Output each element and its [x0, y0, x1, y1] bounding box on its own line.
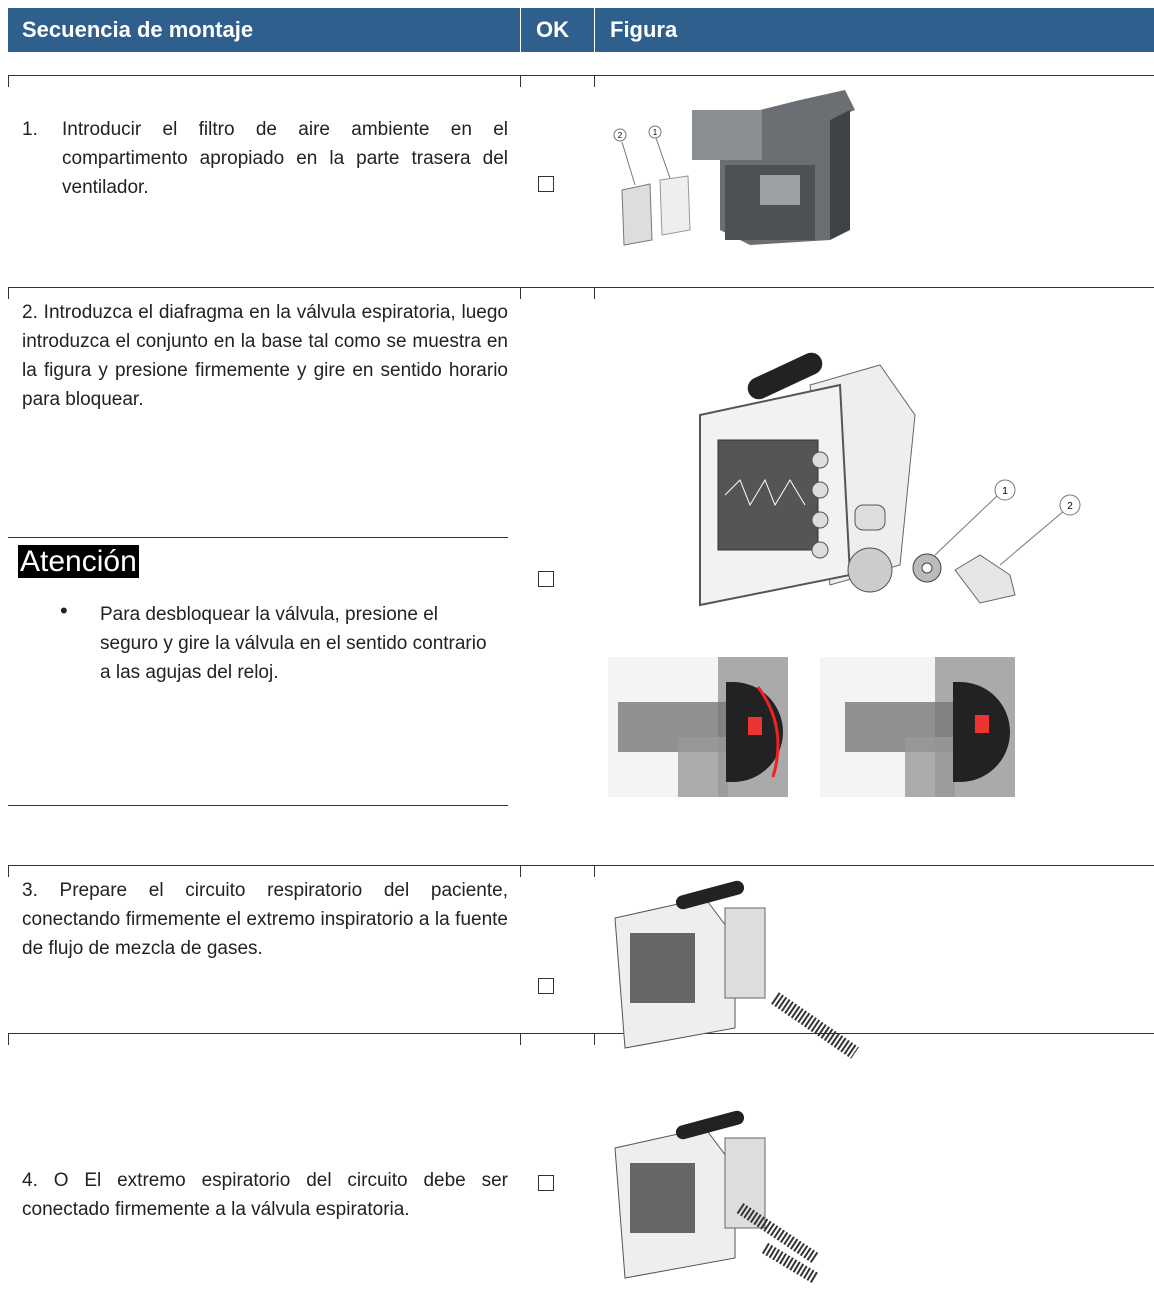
row-rule	[8, 75, 1154, 76]
row-text: 3. Prepare el circuito respiratorio del …	[22, 880, 508, 959]
checkbox[interactable]	[538, 571, 554, 587]
rule-tick	[520, 865, 521, 877]
row-rule	[8, 287, 1154, 288]
header-figure: Figura	[610, 17, 678, 42]
callout: 1	[1002, 486, 1008, 497]
rule-tick	[8, 865, 9, 877]
divider	[8, 537, 508, 538]
header-sequence: Secuencia de montaje	[22, 17, 254, 42]
header-ok: OK	[536, 17, 569, 42]
row-text: Introducir el filtro de aire ambiente en…	[62, 119, 508, 198]
divider	[8, 805, 508, 806]
rule-tick	[8, 287, 9, 299]
rule-tick	[594, 865, 595, 877]
callout: 1	[653, 128, 658, 137]
figure-unlock	[608, 657, 788, 797]
rule-tick	[520, 287, 521, 299]
bullet: •	[60, 598, 68, 623]
figure-filter: 2 1	[613, 90, 855, 246]
table-header: Secuencia de montaje OK Figura	[8, 8, 1154, 52]
checkbox[interactable]	[538, 1175, 554, 1191]
row-rule	[8, 1033, 1154, 1034]
row-text: 4. O El extremo espiratorio del circuito…	[22, 1170, 508, 1220]
row-number: 1.	[22, 119, 38, 140]
rule-tick	[8, 75, 9, 87]
rule-tick	[520, 1033, 521, 1045]
figure-circuit	[614, 880, 859, 1059]
callout: 2	[1067, 501, 1073, 512]
rule-tick	[594, 287, 595, 299]
checkbox[interactable]	[538, 176, 554, 192]
warning-item: Para desbloquear la válvula, presione el…	[100, 604, 487, 683]
rule-tick	[594, 1033, 595, 1045]
checkbox[interactable]	[538, 978, 554, 994]
separator	[520, 8, 521, 52]
rule-tick	[8, 1033, 9, 1045]
separator	[594, 8, 595, 52]
figure-circuit	[614, 1110, 819, 1284]
callout: 2	[618, 131, 623, 140]
figure-unlock	[820, 657, 1015, 797]
row-text: 2. Introduzca el diafragma en la válvula…	[22, 302, 508, 410]
warning-title: Atención	[18, 545, 139, 578]
rule-tick	[520, 75, 521, 87]
rule-tick	[594, 75, 595, 87]
figure-ventilator: 1 2	[699, 352, 1081, 607]
row-rule	[8, 865, 1154, 866]
